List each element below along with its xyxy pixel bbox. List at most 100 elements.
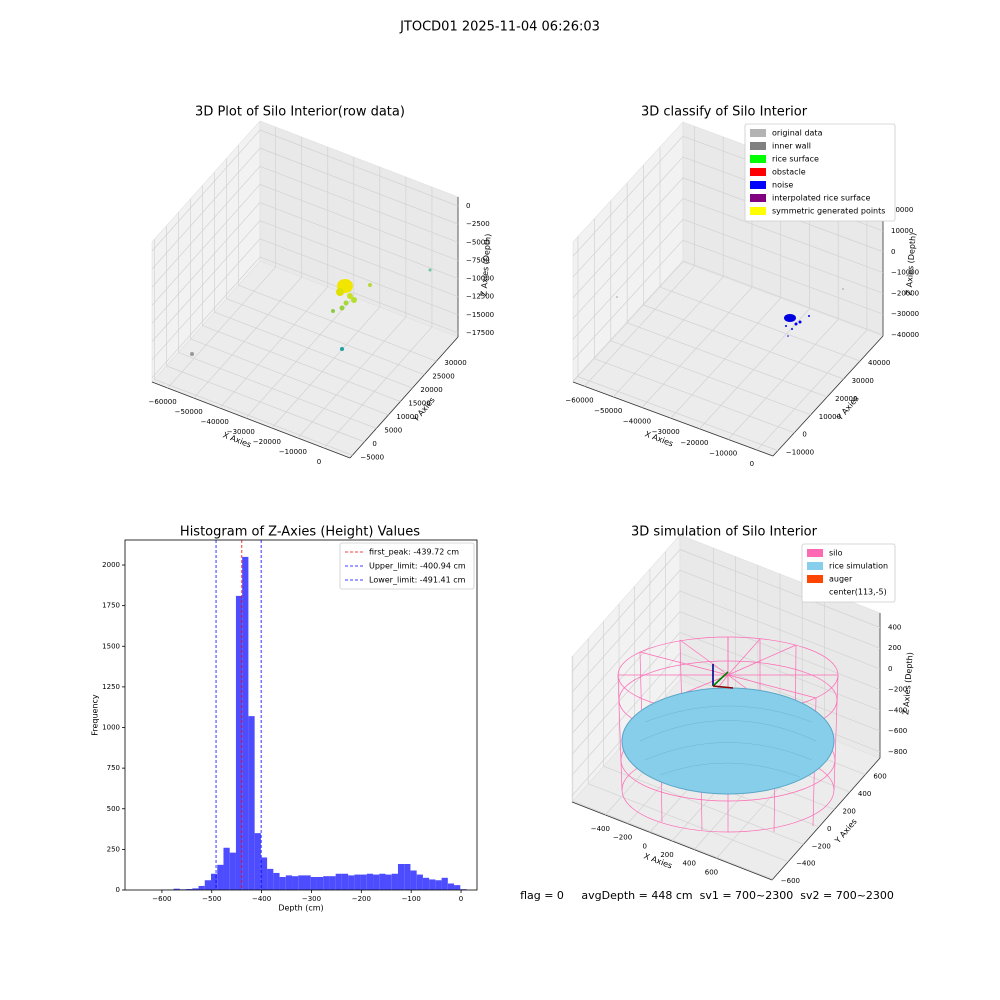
legend-label: original data <box>772 129 823 138</box>
x-tick-label: −50000 <box>175 408 203 416</box>
grid-line <box>682 219 884 294</box>
grid-line <box>571 590 681 714</box>
point <box>343 300 349 306</box>
grid-line <box>679 549 881 628</box>
legend-label: auger <box>829 575 853 584</box>
legend-label: rice simulation <box>829 562 888 571</box>
y-tick-label: 500 <box>107 805 120 813</box>
grid-line <box>572 260 684 382</box>
overlay-layer: original data inner wall rice surface obsta… <box>339 123 896 603</box>
z-tick-label: −400 <box>888 706 907 714</box>
grid-line <box>259 220 459 297</box>
x-tick-label: −10000 <box>279 448 307 456</box>
y-tick-label: 20000 <box>420 386 442 394</box>
status-text: flag = 0 avgDepth = 448 cm sv1 = 700~230… <box>520 889 894 902</box>
x-axis-line <box>572 381 774 457</box>
x-tick-label: −400 <box>252 895 271 903</box>
grid-line <box>323 326 433 449</box>
x-tick-label: −40000 <box>623 418 651 426</box>
grid-line <box>190 338 389 416</box>
z-tick-label: −5000 <box>466 238 490 246</box>
y-tick-label: 0 <box>116 886 120 894</box>
legend-label: inner wall <box>772 142 811 151</box>
bar <box>292 876 299 890</box>
y-tick-label: 250 <box>107 845 120 853</box>
legend-swatch <box>807 562 823 570</box>
grid-line <box>193 276 302 399</box>
x-tick-label: −10000 <box>709 449 737 457</box>
y-tick-label: 750 <box>107 764 120 772</box>
grid-line <box>151 238 261 361</box>
grid-line <box>572 219 684 340</box>
bar <box>385 874 392 890</box>
z-tick-label: 0 <box>466 202 470 210</box>
legend-swatch <box>750 181 766 189</box>
legend-label: Lower_limit: -491.41 cm <box>369 576 466 585</box>
grid-line <box>151 184 261 306</box>
bar <box>329 876 336 890</box>
bar <box>248 716 255 890</box>
legend-label: symmetric generated points <box>772 207 885 216</box>
x-tick-label: 0 <box>317 458 321 466</box>
bar <box>323 876 330 890</box>
grid-line <box>612 276 724 398</box>
legend-label: silo <box>829 549 843 558</box>
y-tick-label: 400 <box>858 790 871 798</box>
x-tick-label: −600 <box>152 895 171 903</box>
legend-label: Upper_limit: -400.94 cm <box>369 562 466 571</box>
legend-box <box>801 543 896 603</box>
x-tick-label: −40000 <box>201 418 229 426</box>
grid-line <box>219 286 328 409</box>
x-axis-line <box>151 381 351 459</box>
y-axis-line <box>771 757 881 881</box>
y-axis-line <box>349 336 459 459</box>
bar <box>366 873 374 890</box>
bar <box>304 875 311 890</box>
x-tick-label: −200 <box>352 895 371 903</box>
bar <box>235 595 243 890</box>
grid-line <box>756 329 868 451</box>
bar <box>429 879 436 890</box>
z-tick-label: −12500 <box>466 293 494 301</box>
y-tick-label: 1500 <box>102 642 120 650</box>
grid-line <box>259 238 459 316</box>
grid-line <box>202 325 401 402</box>
bar <box>373 874 380 890</box>
grid-line <box>571 632 681 755</box>
grid-line <box>679 632 881 711</box>
x-tick-label: −30000 <box>652 428 680 436</box>
decorations <box>190 268 844 833</box>
grid-line <box>603 765 804 845</box>
y-tick-label: −10000 <box>786 449 814 457</box>
grid-line <box>571 611 681 734</box>
legend-label: rice surface <box>772 155 819 164</box>
point <box>798 320 802 324</box>
bar <box>254 833 261 890</box>
grid-line <box>679 590 881 670</box>
z-tick-label: 400 <box>888 624 901 632</box>
bar <box>260 857 268 890</box>
x-tick-label: 0 <box>459 895 463 903</box>
point <box>339 305 345 311</box>
grid-line <box>259 165 459 243</box>
legend-box <box>744 123 896 222</box>
y-tick-label: 200 <box>842 807 855 815</box>
bar <box>441 877 448 890</box>
bar <box>391 873 398 890</box>
x-tick-label: 0 <box>643 842 647 850</box>
y-tick-label: −200 <box>812 842 831 850</box>
y-tick-label: 10000 <box>819 413 841 421</box>
legend-swatch <box>807 588 823 596</box>
z-tick-label: −2500 <box>466 220 490 228</box>
z-tick-label: 200 <box>888 644 901 652</box>
bar <box>310 877 317 890</box>
y-tick-label: 600 <box>873 773 886 781</box>
bar <box>379 873 386 890</box>
point <box>331 309 335 313</box>
auger <box>712 664 734 689</box>
bar <box>335 873 342 890</box>
z-tick-label: −30000 <box>891 310 919 318</box>
grid-line <box>571 569 681 693</box>
legend-swatch <box>807 549 823 557</box>
